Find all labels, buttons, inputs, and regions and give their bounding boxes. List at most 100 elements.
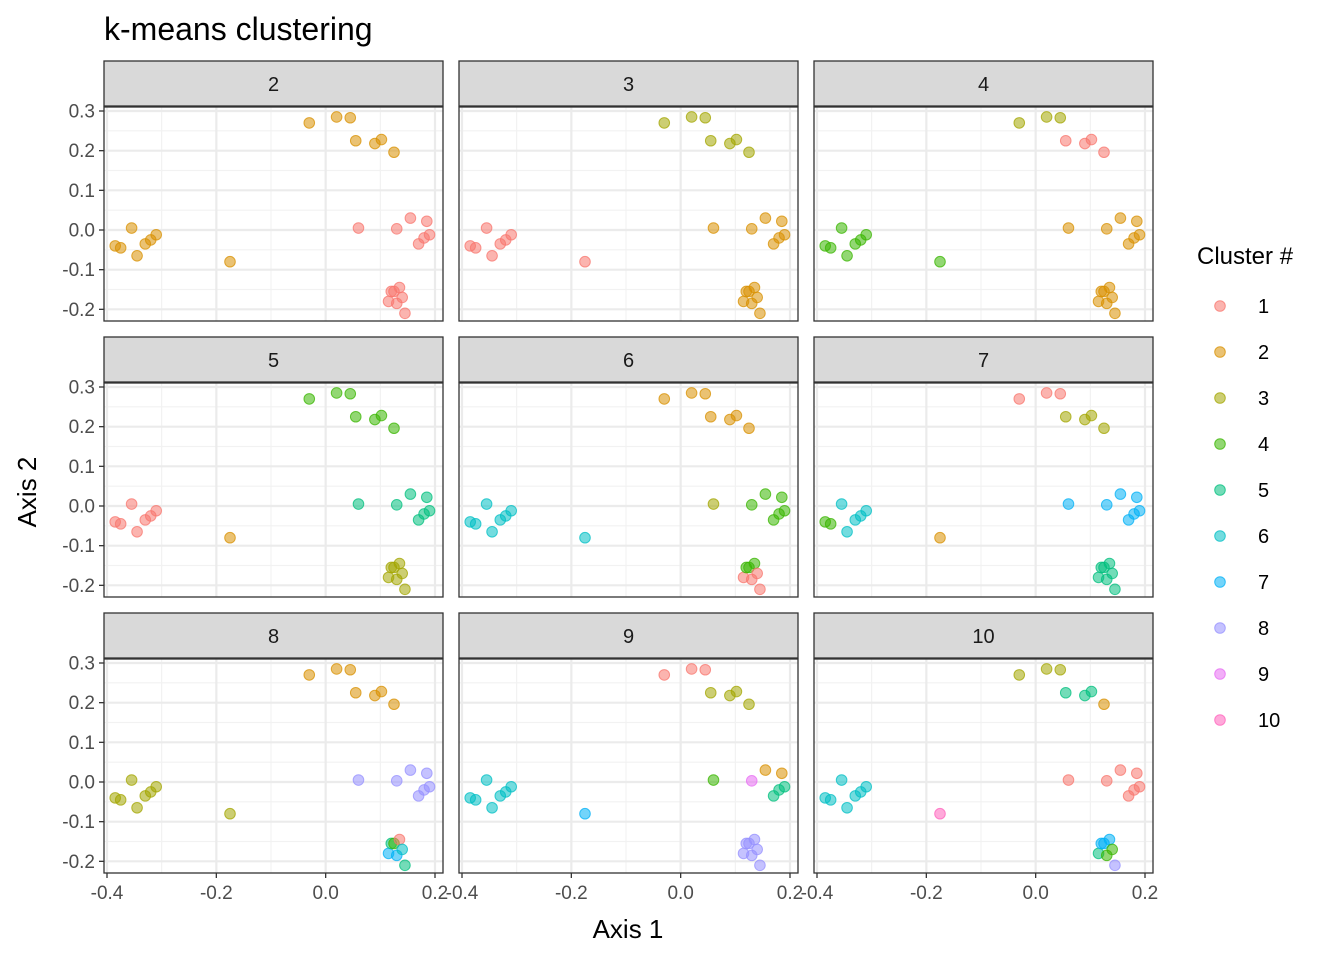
legend-label: 8: [1258, 618, 1269, 640]
panel-border: [458, 106, 799, 322]
data-point-cluster-6: [396, 843, 409, 856]
data-point-cluster-4: [748, 557, 761, 570]
data-point-cluster-1: [480, 222, 493, 234]
data-point-cluster-6: [835, 774, 848, 786]
data-point-cluster-1: [579, 255, 591, 268]
data-point-cluster-6: [835, 498, 848, 510]
data-point-cluster-1: [393, 281, 406, 294]
data-point-cluster-2: [1109, 307, 1121, 320]
y-tick-label: 0.0: [69, 497, 95, 518]
x-tick-label: 0.0: [312, 883, 338, 904]
plot-background: [814, 659, 1153, 873]
legend-key: [1214, 438, 1226, 450]
data-point-cluster-5: [1103, 557, 1116, 570]
plot-background: [814, 383, 1153, 597]
data-point-cluster-1: [131, 525, 143, 538]
legend-key: [1214, 530, 1226, 542]
facet-strip-label: 3: [623, 74, 634, 96]
panel-border: [103, 106, 444, 322]
data-point-cluster-8: [1109, 859, 1121, 872]
data-point-cluster-4: [349, 410, 362, 423]
data-point-cluster-9: [745, 775, 758, 787]
facet-panel-k2: 2 -0.2 -0.1 0.0 0.1 0.2 0.3: [62, 60, 444, 322]
data-point-cluster-8: [421, 767, 433, 780]
data-point-cluster-2: [776, 767, 788, 780]
legend-key: [1214, 622, 1226, 634]
x-axis-title: Axis 1: [593, 914, 664, 944]
data-point-cluster-7: [1133, 504, 1146, 517]
legend-label: 5: [1258, 480, 1269, 502]
data-point-cluster-2: [754, 307, 766, 320]
data-point-cluster-3: [114, 794, 127, 806]
data-point-cluster-1: [1040, 387, 1053, 399]
data-point-cluster-2: [776, 215, 788, 228]
x-tick-label: 0.0: [667, 883, 693, 904]
data-point-cluster-6: [505, 780, 518, 793]
data-point-cluster-2: [1106, 291, 1118, 304]
data-point-cluster-8: [748, 833, 761, 846]
data-point-cluster-4: [344, 387, 357, 400]
data-point-cluster-1: [486, 249, 498, 262]
data-point-cluster-7: [1103, 833, 1116, 846]
facet-strip: [103, 336, 444, 383]
data-point-cluster-3: [730, 133, 743, 146]
y-tick-label: -0.2: [62, 300, 95, 321]
data-point-cluster-3: [1098, 422, 1110, 435]
facet-strip-label: 2: [268, 74, 279, 96]
panel-border: [458, 382, 799, 598]
data-point-cluster-4: [841, 249, 853, 262]
facet-strip-label: 5: [268, 350, 279, 372]
data-point-cluster-2: [751, 291, 764, 304]
data-point-cluster-2: [1062, 222, 1075, 234]
data-point-cluster-6: [469, 794, 482, 806]
data-point-cluster-2: [1133, 228, 1146, 241]
data-point-cluster-2: [707, 222, 720, 234]
data-point-cluster-8: [423, 780, 436, 793]
facet-panel-k9: 9 -0.4 -0.2 0.0 0.2: [446, 612, 803, 904]
data-point-cluster-3: [704, 134, 717, 147]
data-point-cluster-2: [748, 281, 761, 294]
data-point-cluster-3: [1054, 663, 1067, 676]
data-point-cluster-1: [1100, 775, 1113, 787]
data-point-cluster-6: [505, 504, 518, 517]
data-point-cluster-6: [579, 531, 591, 544]
facet-panel-k6: 6: [458, 336, 799, 598]
data-point-cluster-3: [730, 685, 743, 698]
y-tick-label: -0.1: [62, 812, 95, 833]
data-point-cluster-1: [399, 307, 411, 320]
panel-border: [458, 658, 799, 874]
data-point-cluster-1: [352, 222, 365, 234]
data-point-cluster-3: [1085, 409, 1098, 422]
data-point-cluster-1: [1062, 774, 1075, 786]
data-point-cluster-2: [704, 410, 717, 423]
facet-strip: [458, 336, 799, 383]
panel-border: [813, 658, 1154, 874]
data-point-cluster-4: [1106, 843, 1118, 856]
data-point-cluster-5: [421, 491, 433, 504]
data-point-cluster-3: [1040, 663, 1053, 675]
facet-strip: [813, 612, 1154, 659]
data-point-cluster-2: [150, 228, 162, 241]
data-point-cluster-6: [469, 518, 482, 530]
legend-item: 6: [1214, 526, 1269, 548]
data-point-cluster-1: [1059, 134, 1072, 147]
data-point-cluster-2: [934, 531, 946, 544]
y-tick-label: 0.2: [69, 141, 95, 162]
y-tick-label: -0.2: [62, 852, 95, 873]
legend-key: [1214, 576, 1226, 588]
data-point-cluster-3: [1040, 111, 1053, 123]
data-point-cluster-3: [150, 780, 162, 793]
legend-label: 3: [1258, 388, 1269, 410]
data-point-cluster-1: [658, 669, 671, 681]
data-point-cluster-1: [1013, 393, 1026, 405]
legend-key: [1214, 346, 1226, 358]
data-point-cluster-1: [150, 504, 162, 517]
data-point-cluster-3: [393, 557, 406, 570]
legend-label: 6: [1258, 526, 1269, 548]
data-point-cluster-4: [778, 504, 791, 517]
data-point-cluster-2: [375, 685, 388, 698]
data-point-cluster-5: [352, 498, 365, 510]
data-point-cluster-6: [486, 801, 498, 814]
data-point-cluster-4: [835, 222, 848, 234]
facet-strip-label: 7: [978, 350, 989, 372]
